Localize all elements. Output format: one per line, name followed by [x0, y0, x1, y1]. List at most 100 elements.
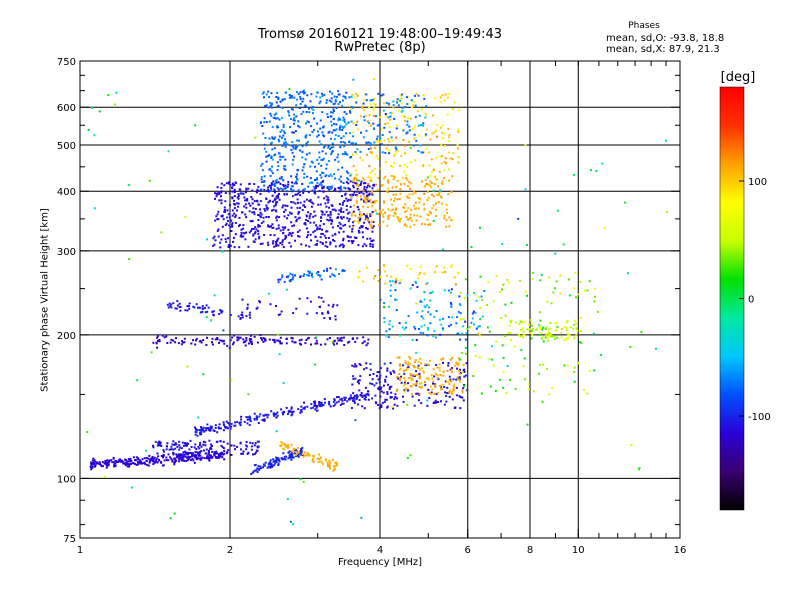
- data-point: [179, 453, 182, 456]
- data-point: [329, 461, 332, 464]
- data-point: [481, 299, 484, 302]
- data-point: [220, 182, 223, 185]
- data-point: [207, 451, 210, 454]
- data-point: [282, 123, 285, 126]
- data-point: [574, 322, 577, 325]
- data-point: [295, 115, 298, 118]
- data-point: [546, 367, 549, 370]
- data-point: [343, 200, 346, 202]
- data-point: [296, 98, 298, 101]
- data-point: [100, 465, 103, 468]
- data-point: [226, 216, 229, 219]
- data-point: [205, 448, 208, 451]
- data-point: [464, 374, 467, 377]
- data-point: [388, 152, 391, 155]
- data-point: [188, 302, 191, 305]
- data-point: [456, 144, 459, 147]
- data-point: [359, 217, 362, 220]
- data-point: [378, 407, 381, 410]
- data-point: [459, 358, 461, 361]
- data-point: [253, 335, 256, 338]
- data-point: [541, 328, 544, 331]
- data-point: [371, 240, 373, 242]
- data-point: [349, 394, 352, 397]
- data-point: [214, 424, 217, 427]
- data-point: [445, 208, 448, 211]
- data-point: [440, 323, 443, 326]
- data-point: [563, 338, 566, 341]
- data-point: [392, 104, 395, 106]
- data-point: [560, 328, 563, 330]
- data-point: [354, 377, 357, 380]
- data-point: [324, 401, 326, 404]
- data-point: [501, 344, 504, 347]
- data-point: [248, 424, 251, 426]
- data-point: [291, 225, 294, 228]
- data-point: [302, 192, 305, 194]
- data-point: [319, 456, 322, 459]
- data-point: [113, 103, 116, 106]
- data-point: [256, 418, 258, 421]
- data-point: [126, 460, 129, 463]
- data-point: [111, 461, 114, 464]
- data-point: [435, 202, 437, 205]
- data-point: [448, 395, 451, 398]
- data-point: [379, 374, 382, 377]
- data-point: [363, 195, 366, 198]
- data-point: [464, 338, 467, 341]
- data-point: [393, 398, 396, 401]
- data-point: [261, 419, 264, 422]
- data-point: [388, 126, 391, 129]
- data-point: [106, 461, 109, 464]
- data-point: [488, 358, 491, 361]
- data-point: [365, 344, 368, 347]
- data-point: [285, 337, 288, 340]
- data-point: [299, 276, 302, 278]
- data-point: [192, 454, 195, 457]
- data-point: [449, 266, 452, 269]
- data-point: [369, 213, 372, 216]
- data-point: [216, 440, 219, 443]
- data-point: [465, 332, 468, 335]
- data-point: [362, 102, 365, 105]
- data-point: [301, 90, 304, 93]
- data-point: [314, 404, 317, 407]
- data-point: [244, 340, 247, 343]
- data-point: [330, 146, 333, 149]
- data-point: [528, 328, 531, 331]
- data-point: [382, 208, 385, 211]
- data-point: [337, 103, 340, 106]
- data-point: [224, 425, 226, 428]
- data-point: [197, 445, 200, 448]
- data-point: [263, 143, 266, 146]
- data-point: [268, 106, 270, 109]
- data-point: [296, 231, 299, 233]
- data-point: [342, 402, 345, 405]
- data-point: [318, 151, 321, 154]
- data-point: [337, 153, 340, 156]
- data-point: [312, 215, 315, 218]
- data-point: [197, 306, 199, 309]
- data-point: [626, 272, 629, 275]
- data-point: [352, 142, 355, 145]
- data-point: [394, 289, 397, 292]
- data-point: [259, 467, 262, 470]
- data-point: [143, 461, 146, 464]
- data-point: [446, 369, 449, 372]
- data-point: [441, 271, 444, 274]
- data-point: [211, 450, 214, 453]
- data-point: [360, 198, 363, 201]
- data-point: [396, 180, 399, 182]
- data-point: [328, 400, 331, 403]
- data-point: [362, 182, 365, 185]
- data-point: [335, 123, 338, 126]
- data-point: [186, 309, 189, 312]
- data-point: [373, 97, 376, 100]
- data-point: [362, 336, 365, 339]
- data-point: [597, 310, 599, 313]
- data-point: [530, 323, 533, 326]
- data-point: [184, 215, 187, 218]
- data-point: [409, 187, 411, 190]
- data-point: [526, 244, 528, 246]
- data-point: [340, 336, 343, 339]
